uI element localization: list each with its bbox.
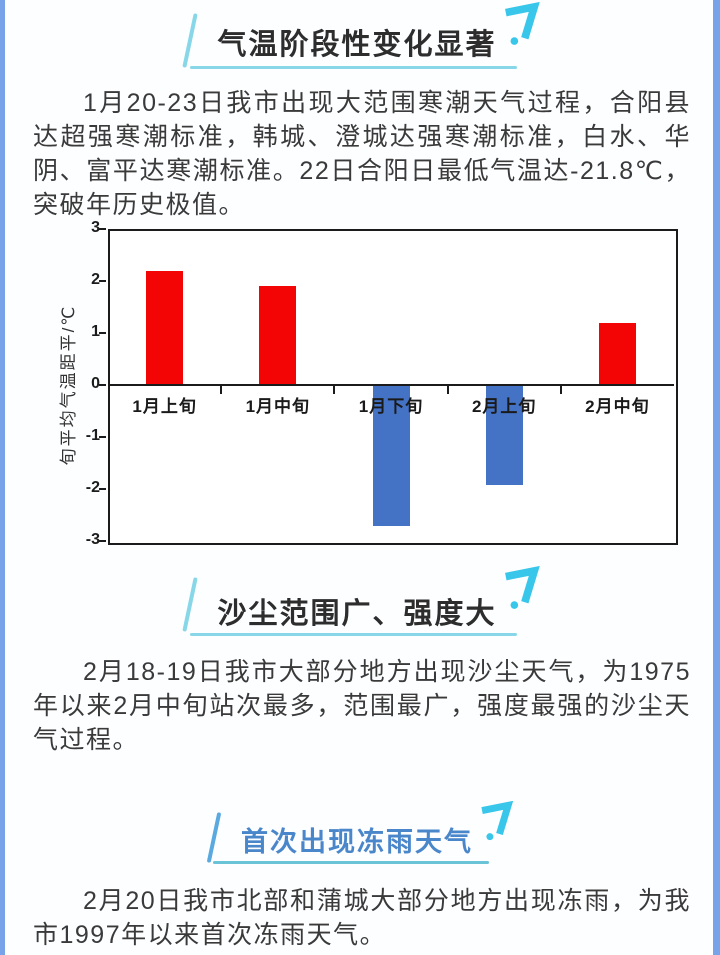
corner-seven-icon [481, 801, 514, 841]
y-axis-tick [99, 228, 106, 230]
section-title-freezing-rain: 首次出现冻雨天气 [241, 827, 473, 857]
x-axis-tick [446, 385, 449, 394]
paragraph-dust: 2月18-19日我市大部分地方出现沙尘天气，为1975年以来2月中旬站次最多，范… [33, 658, 691, 754]
x-category-label: 1月上旬 [132, 397, 197, 416]
x-category-label: 1月下旬 [358, 397, 424, 416]
x-category-label: 2月上旬 [471, 397, 537, 416]
y-axis-tick-label: -1 [85, 427, 100, 444]
section-title-dust: 沙尘范围广、强度大 [217, 598, 497, 630]
bar-2月中旬 [598, 322, 636, 385]
paragraph-freezing-rain: 2月20日我市北部和蒲城大部分地方出现冻雨，为我市1997年以来首次冻雨天气。 [33, 887, 691, 949]
y-axis-tick [99, 332, 106, 334]
corner-seven-icon [505, 566, 540, 609]
section-title-temperature: 气温阶段性变化显著 [217, 29, 497, 61]
y-axis-tick [99, 436, 106, 438]
paragraph-coldwave: 1月20-23日我市出现大范围寒潮天气过程，合阳县达超强寒潮标准，韩城、澄城达强… [33, 89, 691, 219]
y-axis-tick [99, 384, 106, 386]
x-axis-tick [333, 385, 336, 394]
y-axis-tick-label: 1 [91, 323, 100, 340]
x-axis-tick [559, 385, 562, 394]
y-axis-tick-label: 0 [91, 375, 100, 392]
y-axis-tick [99, 280, 106, 282]
zero-axis-line [108, 384, 674, 386]
bar-2月上旬 [485, 386, 523, 485]
y-axis-tick [99, 540, 106, 542]
x-category-label: 2月中旬 [585, 397, 650, 416]
left-border-strip [0, 0, 5, 955]
bar-1月中旬 [259, 286, 297, 385]
y-axis-tick-label: 2 [91, 271, 100, 288]
right-border-strip [713, 0, 720, 955]
y-axis-tick [99, 488, 106, 490]
x-category-label: 1月中旬 [245, 397, 311, 416]
y-axis-tick-label: 3 [91, 219, 100, 236]
x-axis-tick [220, 385, 223, 394]
corner-seven-icon [505, 2, 540, 45]
bar-1月下旬 [372, 386, 410, 527]
y-axis-tick-label: -3 [85, 531, 100, 548]
bar-1月上旬 [146, 270, 184, 385]
title-underline [190, 633, 517, 636]
title-underline [190, 66, 517, 69]
temperature-anomaly-chart: 旬平均气温距平/℃ 3 2 1 0 -1 -2 -3 1月上旬 1月中旬 1月下旬 2月上旬 2月中旬 [0, 219, 720, 564]
title-underline [213, 861, 489, 864]
y-axis-tick-label: -2 [85, 479, 100, 496]
